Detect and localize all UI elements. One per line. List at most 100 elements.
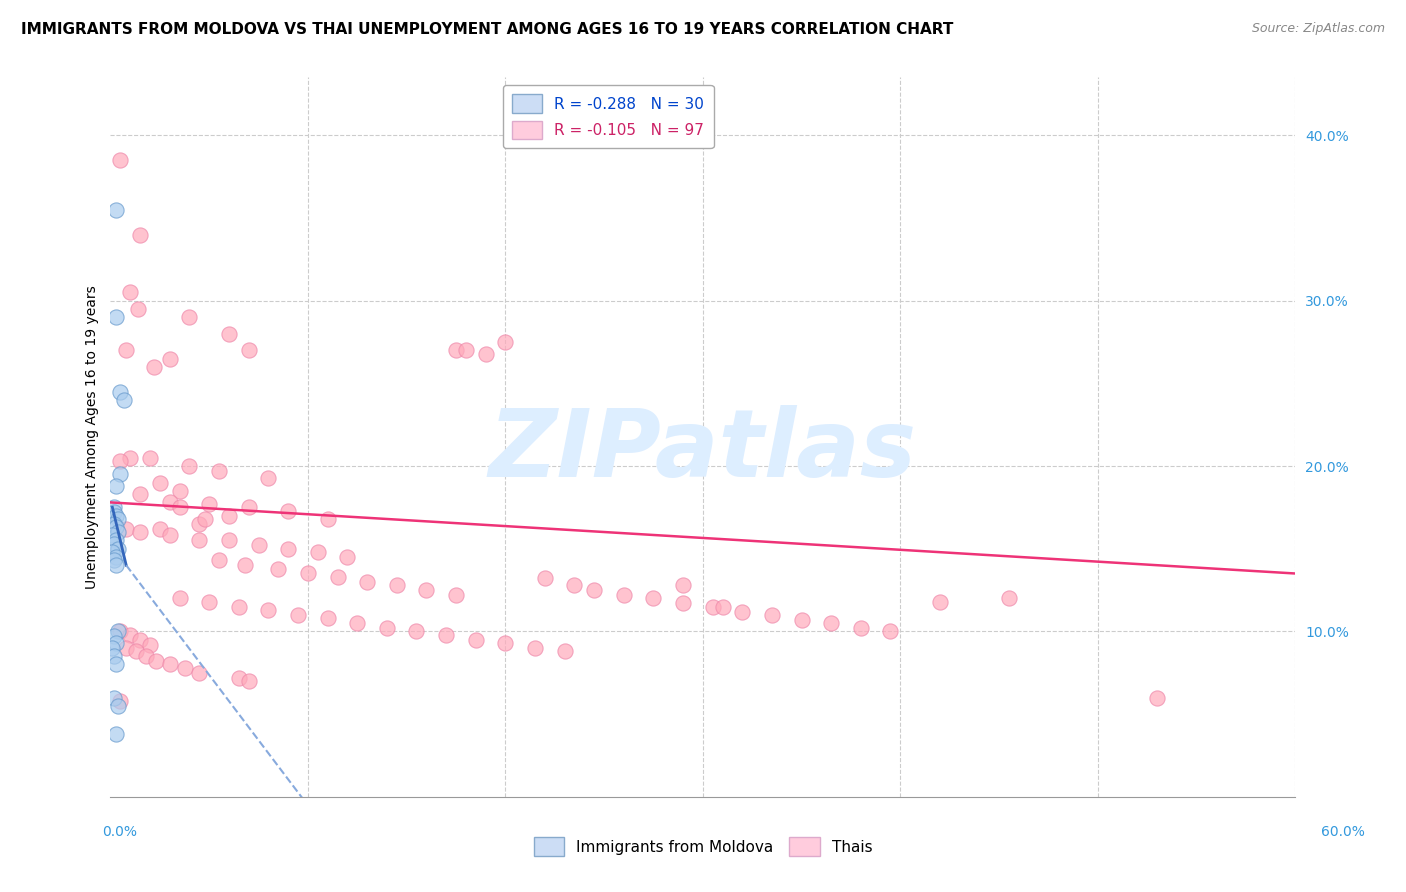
Text: Source: ZipAtlas.com: Source: ZipAtlas.com <box>1251 22 1385 36</box>
Point <box>179 458 201 473</box>
Point <box>110 624 132 639</box>
Point <box>879 624 901 639</box>
Point <box>145 654 167 668</box>
Text: ZIPatlas: ZIPatlas <box>489 406 917 498</box>
Point <box>257 603 280 617</box>
Point <box>103 649 125 664</box>
Point <box>149 475 172 490</box>
Point <box>127 301 149 316</box>
Point <box>107 541 129 556</box>
Point <box>218 533 240 548</box>
Point <box>444 343 467 358</box>
Point <box>169 483 191 498</box>
Point <box>105 657 128 672</box>
Point <box>702 599 724 614</box>
Y-axis label: Unemployment Among Ages 16 to 19 years: Unemployment Among Ages 16 to 19 years <box>86 285 100 589</box>
Point <box>218 508 240 523</box>
Point <box>297 566 319 581</box>
Point <box>103 537 125 551</box>
Point <box>188 533 211 548</box>
Point <box>998 591 1021 606</box>
Point <box>115 343 138 358</box>
Point <box>169 591 191 606</box>
Point <box>494 636 516 650</box>
Point <box>307 545 329 559</box>
Text: 0.0%: 0.0% <box>103 825 136 839</box>
Point <box>110 384 132 399</box>
Point <box>208 553 231 567</box>
Point <box>316 512 339 526</box>
Point <box>107 698 129 713</box>
Point <box>238 500 260 515</box>
Point <box>107 525 129 540</box>
Point <box>287 607 309 622</box>
Point <box>474 346 496 360</box>
Point <box>159 657 181 672</box>
Point <box>105 558 128 573</box>
Point <box>120 628 142 642</box>
Point <box>107 624 129 639</box>
Point <box>174 661 197 675</box>
Point <box>120 450 142 465</box>
Point <box>139 638 162 652</box>
Point <box>105 533 128 548</box>
Point <box>583 582 606 597</box>
Point <box>228 599 250 614</box>
Point <box>643 591 665 606</box>
Point <box>672 596 695 610</box>
Point <box>613 588 636 602</box>
Point <box>103 690 125 705</box>
Point <box>105 508 128 523</box>
Point <box>105 636 128 650</box>
Point <box>208 464 231 478</box>
Point <box>101 640 124 655</box>
Point <box>159 495 181 509</box>
Point <box>257 470 280 484</box>
Point <box>247 538 270 552</box>
Point <box>198 594 221 608</box>
Point <box>494 334 516 349</box>
Point <box>169 500 191 515</box>
Point <box>523 640 546 655</box>
Point <box>277 503 299 517</box>
Point <box>105 310 128 325</box>
Point <box>105 520 128 534</box>
Point <box>346 616 368 631</box>
Point <box>336 549 359 564</box>
Legend: R = -0.288   N = 30, R = -0.105   N = 97: R = -0.288 N = 30, R = -0.105 N = 97 <box>502 85 713 148</box>
Point <box>534 571 557 585</box>
Point <box>731 605 754 619</box>
Point <box>711 599 734 614</box>
Point <box>112 392 135 407</box>
Point <box>233 558 256 573</box>
Point <box>107 512 129 526</box>
Point <box>120 285 142 300</box>
Point <box>564 578 586 592</box>
Point <box>188 516 211 531</box>
Point <box>218 326 240 341</box>
Point <box>277 541 299 556</box>
Point <box>434 628 457 642</box>
Point <box>103 516 125 531</box>
Point <box>326 570 349 584</box>
Point <box>385 578 408 592</box>
Point <box>129 227 152 242</box>
Point <box>228 671 250 685</box>
Point <box>159 528 181 542</box>
Point <box>149 522 172 536</box>
Text: IMMIGRANTS FROM MOLDOVA VS THAI UNEMPLOYMENT AMONG AGES 16 TO 19 YEARS CORRELATI: IMMIGRANTS FROM MOLDOVA VS THAI UNEMPLOY… <box>21 22 953 37</box>
Point <box>849 621 872 635</box>
Point <box>928 594 950 608</box>
Point <box>820 616 842 631</box>
Point <box>125 644 148 658</box>
Point <box>159 351 181 366</box>
Point <box>105 727 128 741</box>
Point <box>444 588 467 602</box>
Point <box>129 525 152 540</box>
Point <box>115 522 138 536</box>
Point <box>129 487 152 501</box>
Point <box>194 512 217 526</box>
Point <box>198 497 221 511</box>
Point <box>129 632 152 647</box>
Point <box>238 673 260 688</box>
